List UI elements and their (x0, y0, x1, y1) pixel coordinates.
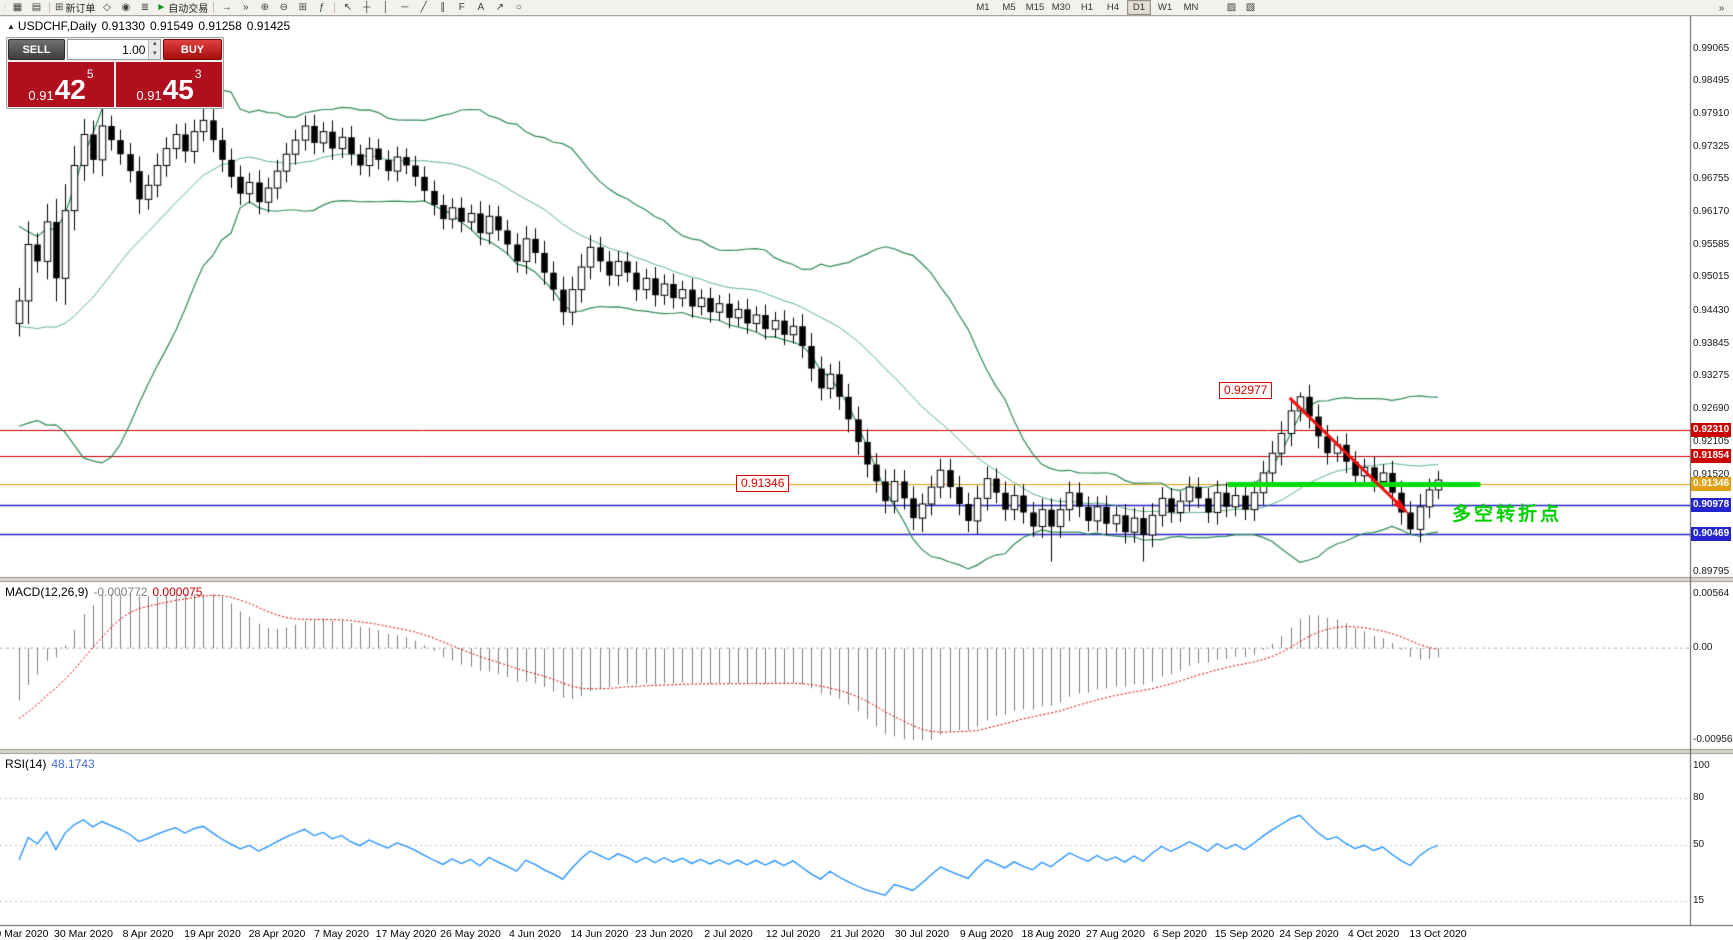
window-cascade-icon[interactable]: ▤ (28, 0, 45, 15)
market-watch-icon[interactable]: ≣ (136, 0, 153, 15)
toolbar-drag-handle: ⋮ (0, 2, 10, 12)
auto-trading-button: ► (156, 2, 167, 13)
fibonacci-icon[interactable]: F (453, 0, 470, 15)
templates-icon[interactable]: ▨ (1226, 2, 1237, 13)
metaeditor-icon: ◇ (103, 2, 111, 13)
volume-input[interactable] (68, 40, 149, 59)
buy-price-pip: 3 (194, 67, 202, 81)
chart-shift-icon: → (221, 2, 232, 13)
metaeditor-icon[interactable]: ◇ (98, 0, 115, 15)
new-order-button: ⊞ (55, 2, 64, 13)
auto-trading-button[interactable]: ► 自动交易 (155, 0, 209, 15)
sell-price-prefix: 0.91 (28, 88, 54, 103)
date-axis[interactable] (0, 926, 1690, 940)
timeframe-button-mn[interactable]: MN (1183, 2, 1199, 13)
toolbar-overflow-icon[interactable]: » (1718, 3, 1725, 14)
zoom-out-icon: ⊖ (279, 2, 288, 13)
new-chart-icon: ▦ (12, 2, 23, 13)
sell-button[interactable]: SELL (8, 39, 65, 60)
text-icon: A (477, 2, 485, 13)
sell-price-display[interactable]: 0.91 42 5 (8, 62, 114, 107)
standard-toolbar-group: ⋮ ▦ ▤ ⊞ 新订单 ◇ ◉ ≣ ► 自动交易 →» ⊕ ⊖ ⊞ ƒ ↖ ┼ │ ─ ╱ ∥ F A ↗ ○ (0, 0, 528, 15)
fibonacci-icon: F (458, 2, 465, 13)
volume-increase-button[interactable]: ▴ (149, 40, 160, 50)
text-icon[interactable]: A (472, 0, 489, 15)
arrows-icon[interactable]: ↗ (491, 0, 508, 15)
timeframe-button-m30[interactable]: M30 (1051, 2, 1071, 13)
auto-scroll-icon[interactable]: » (237, 0, 254, 15)
chart-shift-icon[interactable]: → (218, 0, 235, 15)
market-watch-icon: ≣ (140, 2, 150, 13)
indicators-icon[interactable]: ƒ (313, 0, 330, 15)
new-chart-icon[interactable]: ▦ (9, 0, 26, 15)
alerts-icon: ◉ (121, 2, 131, 13)
zoom-out-icon[interactable]: ⊖ (275, 0, 292, 15)
support-price-annotation[interactable]: 0.91346 (736, 475, 790, 492)
vertical-line-icon: │ (382, 2, 389, 13)
indicators-icon: ƒ (319, 2, 325, 13)
auto-scroll-icon: » (243, 2, 249, 13)
trendline-icon[interactable]: ╱ (415, 0, 432, 15)
trendline-icon: ╱ (420, 2, 427, 13)
toolbar-right-group: ▨ ▧ (1222, 0, 1260, 15)
buy-price-big: 45 (162, 74, 194, 105)
volume-spinner: ▴ ▾ (148, 40, 160, 59)
vertical-line-icon[interactable]: │ (377, 0, 394, 15)
shapes-icon[interactable]: ○ (510, 0, 527, 15)
price-scale[interactable] (1691, 16, 1733, 925)
alerts-icon[interactable]: ◉ (117, 0, 134, 15)
horizontal-line-icon[interactable]: ─ (396, 0, 413, 15)
timeframe-button-m15[interactable]: M15 (1025, 2, 1045, 13)
main-toolbar: ⋮ ▦ ▤ ⊞ 新订单 ◇ ◉ ≣ ► 自动交易 →» ⊕ ⊖ ⊞ ƒ ↖ ┼ │ ─ ╱ ∥ F A ↗ ○ M1 M5 M15 M… (0, 0, 1733, 16)
timeframe-button-d1[interactable]: D1 (1127, 0, 1151, 15)
toolbar-separator (334, 2, 336, 13)
timeframe-button-m1[interactable]: M1 (976, 2, 990, 13)
new-order-button[interactable]: ⊞ 新订单 (54, 0, 96, 15)
volume-stepper: ▴ ▾ (67, 39, 161, 60)
volume-decrease-button[interactable]: ▾ (149, 49, 160, 59)
channel-icon: ∥ (440, 2, 446, 13)
timeframe-button-h1[interactable]: H1 (1080, 2, 1094, 13)
horizontal-line-icon: ─ (401, 2, 409, 13)
timeframe-button-h4[interactable]: H4 (1106, 2, 1120, 13)
cursor-icon: ↖ (343, 2, 352, 13)
arrows-icon: ↗ (495, 2, 504, 13)
buy-button[interactable]: BUY (163, 39, 222, 60)
auto-trading-button-label: 自动交易 (168, 4, 209, 15)
cursor-icon[interactable]: ↖ (339, 0, 356, 15)
channel-icon[interactable]: ∥ (434, 0, 451, 15)
timeframe-button-w1[interactable]: W1 (1157, 2, 1173, 13)
one-click-trading-panel: SELL ▴ ▾ BUY 0.91 42 5 (6, 37, 224, 109)
timeframe-toolbar: M1 M5 M15 M30 H1 H4 D1 W1 MN (970, 0, 1204, 15)
window-cascade-icon: ▤ (31, 2, 42, 13)
zoom-in-icon[interactable]: ⊕ (256, 0, 273, 15)
crosshair-icon[interactable]: ┼ (358, 0, 375, 15)
crosshair-icon: ┼ (363, 2, 371, 13)
timeframe-button-m5[interactable]: M5 (1002, 2, 1016, 13)
profiles-icon[interactable]: ▧ (1245, 2, 1256, 13)
turning-point-label[interactable]: 多空转折点 (1452, 504, 1563, 525)
tile-windows-icon: ⊞ (298, 2, 307, 13)
tile-windows-icon[interactable]: ⊞ (294, 0, 311, 15)
sell-price-big: 42 (54, 74, 86, 105)
zoom-in-icon: ⊕ (260, 2, 269, 13)
shapes-icon: ○ (515, 2, 522, 13)
buy-price-display[interactable]: 0.91 45 3 (116, 62, 222, 107)
buy-price-prefix: 0.91 (136, 88, 162, 103)
high-price-annotation[interactable]: 0.92977 (1219, 382, 1273, 399)
sell-price-pip: 5 (86, 67, 94, 81)
new-order-button-label: 新订单 (65, 4, 96, 15)
toolbar-separator (49, 2, 50, 13)
toolbar-separator (213, 2, 215, 13)
